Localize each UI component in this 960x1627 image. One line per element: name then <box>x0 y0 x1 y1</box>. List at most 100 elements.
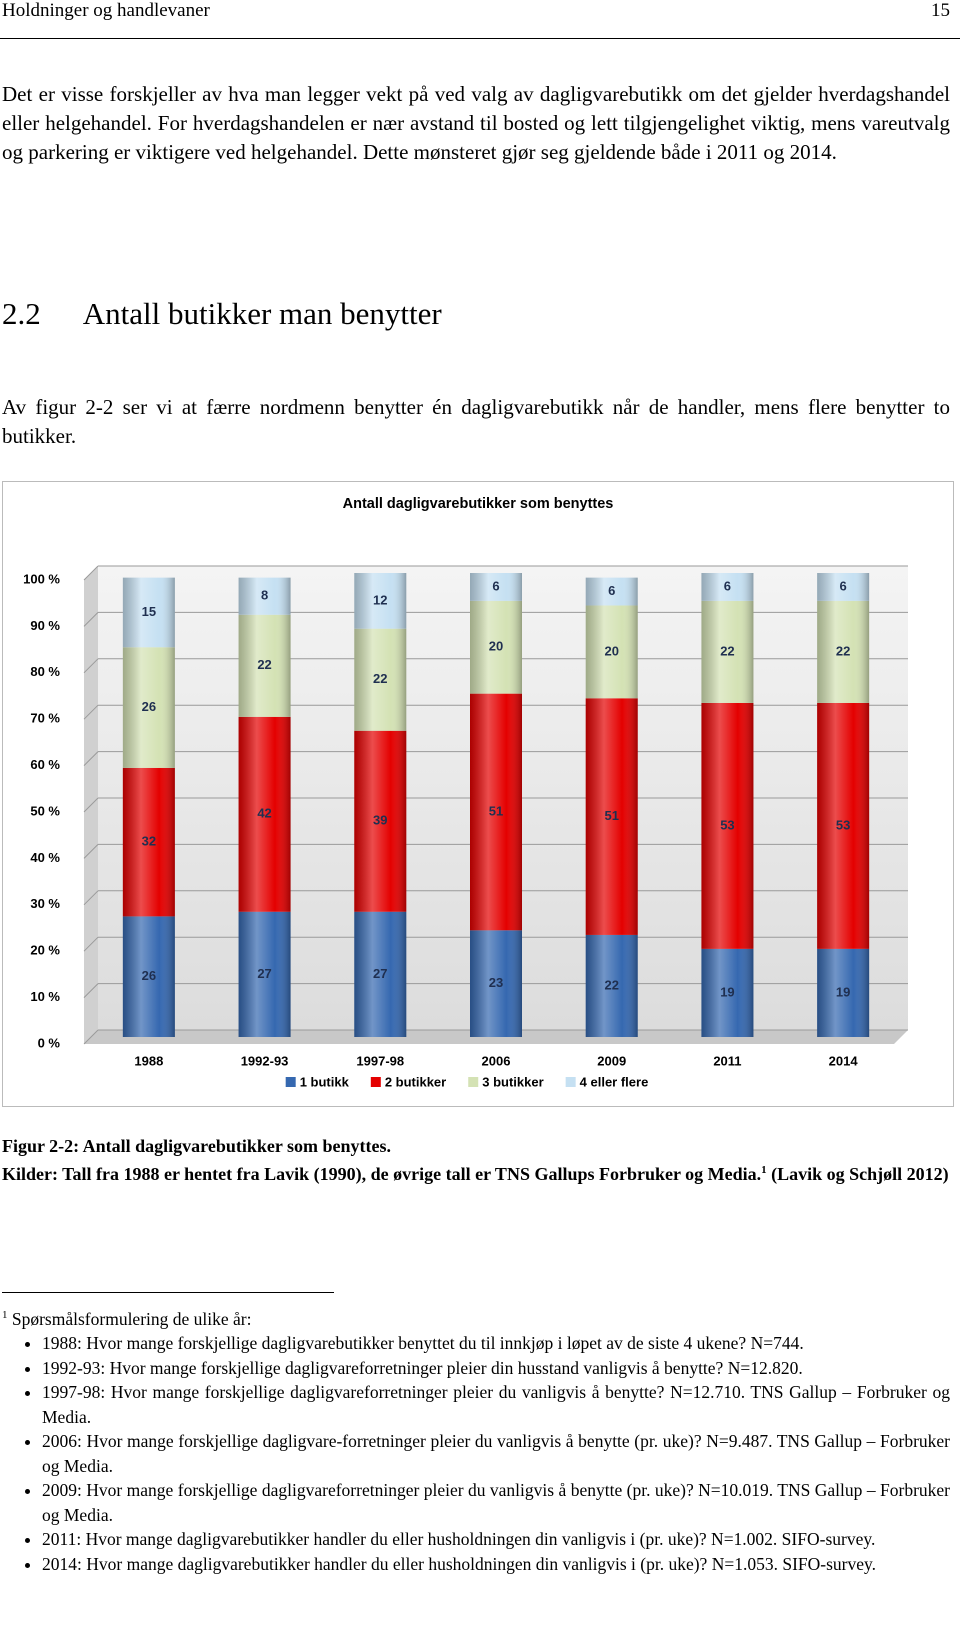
bar-shade <box>585 698 638 935</box>
y-tick-label: 70 % <box>30 711 60 726</box>
data-label: 6 <box>724 578 731 593</box>
y-tick-label: 50 % <box>30 803 60 818</box>
bar-shade <box>122 577 175 648</box>
data-label: 53 <box>720 817 734 832</box>
data-label: 23 <box>489 975 503 990</box>
data-label: 22 <box>373 671 387 686</box>
bar-shade <box>701 600 754 703</box>
data-label: 42 <box>257 806 271 821</box>
bar-shade <box>238 614 291 717</box>
x-tick-label: 1997-98 <box>356 1053 404 1068</box>
y-tick-label: 80 % <box>30 664 60 679</box>
bar-shade <box>817 948 870 1037</box>
grid-line <box>83 612 99 627</box>
data-label: 26 <box>142 699 156 714</box>
bar-shade <box>817 600 870 703</box>
footnote-ref: 1 <box>761 1164 767 1176</box>
bar-shade <box>470 693 522 931</box>
data-label: 26 <box>142 968 156 983</box>
legend-swatch <box>285 1077 296 1087</box>
footnote-item: 2011: Hvor mange dagligvarebutikker hand… <box>42 1527 950 1552</box>
header-rule <box>0 38 960 39</box>
legend-swatch <box>565 1077 576 1087</box>
footnote-list: 1988: Hvor mange forskjellige dagligvare… <box>2 1331 950 1576</box>
legend-label: 2 butikker <box>385 1074 446 1089</box>
data-label: 15 <box>142 604 156 619</box>
grid-line <box>83 844 99 859</box>
data-label: 51 <box>604 808 618 823</box>
grid-line <box>83 658 99 674</box>
x-tick-label: 2011 <box>713 1053 741 1068</box>
grid-line <box>83 936 99 952</box>
bar-shade <box>817 573 870 601</box>
grid-line <box>83 565 99 581</box>
bar-shade <box>585 577 638 606</box>
bar-shade <box>354 628 407 731</box>
section-title: Antall butikker man benytter <box>82 296 442 331</box>
data-label: 22 <box>604 977 618 992</box>
chart-title: Antall dagligvarebutikker som benyttes <box>343 496 614 512</box>
bar-shade <box>238 716 291 912</box>
data-label: 32 <box>142 834 156 849</box>
page-number: 15 <box>931 0 950 21</box>
footnote-item: 1992-93: Hvor mange forskjellige dagligv… <box>42 1356 950 1381</box>
bar-shade <box>122 767 175 917</box>
grid-line <box>83 983 99 998</box>
x-tick-label: 1992-93 <box>241 1053 289 1068</box>
grid-line <box>83 1029 99 1045</box>
bar-shade <box>354 730 407 912</box>
bar-shade <box>354 911 407 1037</box>
section-number: 2.2 <box>2 296 41 331</box>
y-tick-label: 100 % <box>23 571 60 586</box>
data-label: 22 <box>836 643 850 658</box>
bar-shade <box>701 702 754 949</box>
bar-shade <box>122 916 175 1037</box>
data-label: 6 <box>492 578 499 593</box>
footnote-text: Spørsmålsformulering de ulike år: <box>11 1308 252 1329</box>
section-heading: 2.2 Antall butikker man benytter <box>2 296 442 332</box>
chart: Antall dagligvarebutikker som benyttes 0… <box>2 481 954 1107</box>
legend-swatch <box>468 1077 479 1087</box>
paragraph: Av figur 2-2 ser vi at færre nordmenn be… <box>2 395 950 448</box>
data-label: 22 <box>720 643 734 658</box>
data-label: 27 <box>373 966 387 981</box>
grid-line <box>83 751 99 766</box>
bar-shade <box>238 577 291 615</box>
legend-label: 4 eller flere <box>580 1074 649 1089</box>
data-label: 53 <box>836 817 850 832</box>
data-label: 20 <box>489 639 503 654</box>
data-label: 20 <box>604 643 618 658</box>
legend-label: 1 butikk <box>300 1074 350 1089</box>
source-citation: (Lavik og Schjøll 2012) <box>771 1164 949 1184</box>
footnote-item: 1997-98: Hvor mange forskjellige dagligv… <box>42 1380 950 1429</box>
bar-shade <box>470 600 522 694</box>
bar-shade <box>238 911 291 1037</box>
y-tick-label: 30 % <box>30 896 60 911</box>
data-label: 22 <box>257 657 271 672</box>
grid-line <box>83 704 99 720</box>
footnote-item: 2006: Hvor mange forskjellige dagligvare… <box>42 1429 950 1478</box>
bar-shade <box>701 573 754 601</box>
data-label: 39 <box>373 813 387 828</box>
footnote-item: 2014: Hvor mange dagligvarebutikker hand… <box>42 1552 950 1577</box>
y-tick-label: 40 % <box>30 850 60 865</box>
data-label: 8 <box>261 588 268 603</box>
data-label: 19 <box>720 984 734 999</box>
bar-shade <box>585 605 638 699</box>
y-tick-label: 20 % <box>30 943 60 958</box>
footnote-number: 1 <box>2 1309 8 1321</box>
bar-shade <box>701 948 754 1037</box>
bar-shade <box>354 573 407 629</box>
caption: Figur 2-2: Antall dagligvarebutikker som… <box>2 1134 950 1186</box>
y-tick-label: 90 % <box>30 618 60 633</box>
bar-shade <box>470 573 522 601</box>
bar-shade <box>470 930 522 1037</box>
data-label: 51 <box>489 803 503 818</box>
paragraph: Det er visse forskjeller av hva man legg… <box>2 82 950 164</box>
x-tick-label: 1988 <box>134 1053 163 1068</box>
footnote-intro: 1 Spørsmålsformulering de ulike år: <box>2 1303 950 1331</box>
footnote-item: 1988: Hvor mange forskjellige dagligvare… <box>42 1331 950 1356</box>
bar-shade <box>585 934 638 1037</box>
bar-shade <box>122 647 175 768</box>
